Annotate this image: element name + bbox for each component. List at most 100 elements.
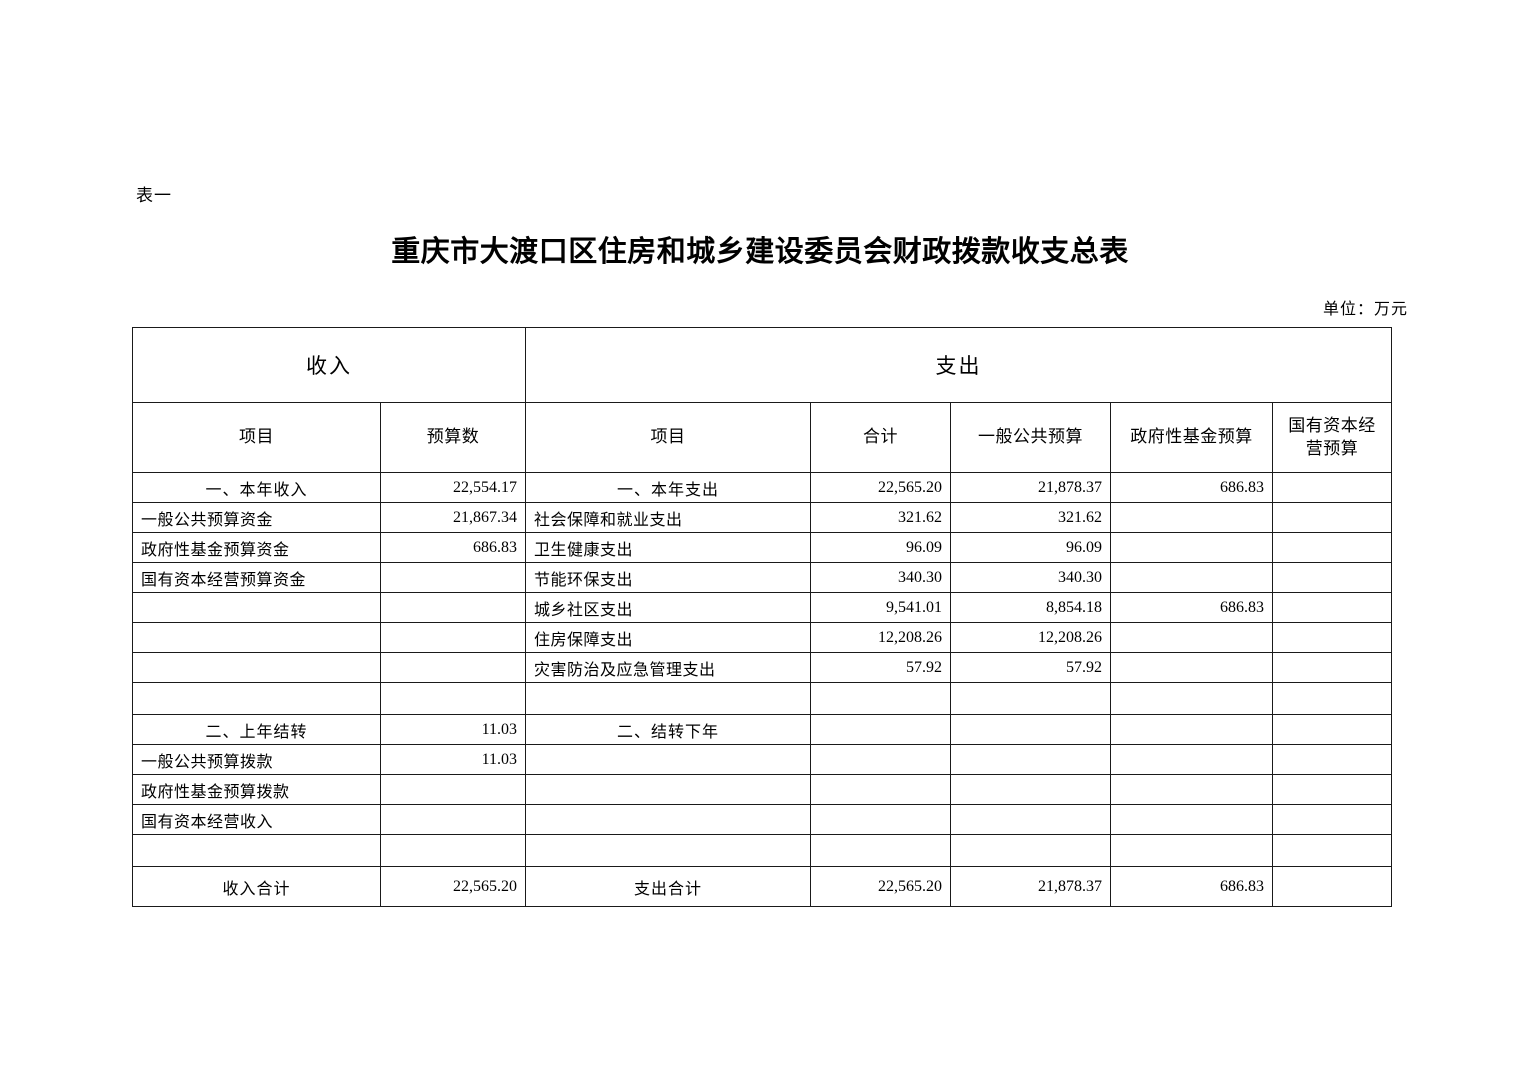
expenditure-item-cell xyxy=(525,682,811,715)
general-public-budget-cell xyxy=(950,804,1111,835)
government-fund-budget-cell xyxy=(1110,774,1273,805)
government-fund-budget-cell xyxy=(1110,682,1273,715)
soe-capital-budget-cell xyxy=(1271,562,1393,593)
soe-capital-budget-cell xyxy=(1271,682,1393,715)
expenditure-item-cell: 灾害防治及应急管理支出 xyxy=(525,652,811,683)
header-general-public-budget: 一般公共预算 xyxy=(950,402,1111,473)
expenditure-item-cell: 卫生健康支出 xyxy=(525,532,811,563)
government-fund-budget-cell xyxy=(1110,532,1273,563)
fiscal-appropriation-table: 收入 支出 项目 预算数 项目 合计 一般公共预算 政府性基金预算 国有资本经营… xyxy=(132,327,1393,907)
expenditure-total-cell xyxy=(810,804,951,835)
income-value-cell xyxy=(380,562,526,593)
general-public-budget-cell: 321.62 xyxy=(950,502,1111,533)
income-value-cell xyxy=(380,774,526,805)
income-item-cell: 一、本年收入 xyxy=(132,472,381,503)
income-item-cell xyxy=(132,652,381,683)
header-expenditure-total: 合计 xyxy=(810,402,951,473)
expenditure-total-cell xyxy=(810,774,951,805)
income-item-cell xyxy=(132,622,381,653)
government-fund-budget-cell xyxy=(1110,622,1273,653)
page-title: 重庆市大渡口区住房和城乡建设委员会财政拨款收支总表 xyxy=(391,236,1129,268)
table-row: 二、上年结转 11.03 二、结转下年 xyxy=(132,714,1393,745)
table-row: 城乡社区支出 9,541.01 8,854.18 686.83 xyxy=(132,592,1393,623)
income-item-cell: 国有资本经营收入 xyxy=(132,804,381,835)
government-fund-budget-cell: 686.83 xyxy=(1110,866,1273,907)
general-public-budget-cell: 21,878.37 xyxy=(950,866,1111,907)
general-public-budget-cell xyxy=(950,714,1111,745)
expenditure-total-cell: 22,565.20 xyxy=(810,866,951,907)
income-value-cell xyxy=(380,652,526,683)
column-header-row: 项目 预算数 项目 合计 一般公共预算 政府性基金预算 国有资本经营预算 xyxy=(132,402,1393,473)
header-soe-capital-budget: 国有资本经营预算 xyxy=(1271,402,1393,473)
income-value-cell xyxy=(380,804,526,835)
unit-note: 单位：万元 xyxy=(1322,301,1408,318)
general-public-budget-cell xyxy=(950,744,1111,775)
expenditure-total-cell xyxy=(810,682,951,715)
expenditure-total-cell xyxy=(810,834,951,867)
header-expenditure-item: 项目 xyxy=(525,402,811,473)
expenditure-total-cell: 321.62 xyxy=(810,502,951,533)
soe-capital-budget-cell xyxy=(1271,714,1393,745)
income-value-cell: 22,554.17 xyxy=(380,472,526,503)
income-item-cell: 政府性基金预算拨款 xyxy=(132,774,381,805)
income-item-cell xyxy=(132,682,381,715)
income-value-cell xyxy=(380,834,526,867)
income-value-cell: 11.03 xyxy=(380,714,526,745)
general-public-budget-cell xyxy=(950,774,1111,805)
general-public-budget-cell: 340.30 xyxy=(950,562,1111,593)
income-value-cell: 11.03 xyxy=(380,744,526,775)
income-item-cell: 政府性基金预算资金 xyxy=(132,532,381,563)
income-value-cell: 686.83 xyxy=(380,532,526,563)
income-value-cell xyxy=(380,592,526,623)
soe-capital-budget-cell xyxy=(1271,502,1393,533)
budget-table-container: 收入 支出 项目 预算数 项目 合计 一般公共预算 政府性基金预算 国有资本经营… xyxy=(132,327,1393,907)
income-value-cell xyxy=(380,682,526,715)
expenditure-total-cell: 96.09 xyxy=(810,532,951,563)
expenditure-total-cell: 22,565.20 xyxy=(810,472,951,503)
expenditure-total-cell: 57.92 xyxy=(810,652,951,683)
table-row: 国有资本经营预算资金 节能环保支出 340.30 340.30 xyxy=(132,562,1393,593)
income-item-cell: 二、上年结转 xyxy=(132,714,381,745)
government-fund-budget-cell xyxy=(1110,502,1273,533)
government-fund-budget-cell xyxy=(1110,714,1273,745)
expenditure-total-cell xyxy=(810,744,951,775)
soe-capital-budget-cell xyxy=(1271,804,1393,835)
table-row xyxy=(132,682,1393,715)
section-header-row: 收入 支出 xyxy=(132,327,1393,403)
soe-capital-budget-cell xyxy=(1271,774,1393,805)
expenditure-item-cell: 住房保障支出 xyxy=(525,622,811,653)
expenditure-item-cell xyxy=(525,804,811,835)
expenditure-item-cell xyxy=(525,834,811,867)
table-row: 国有资本经营收入 xyxy=(132,804,1393,835)
government-fund-budget-cell: 686.83 xyxy=(1110,472,1273,503)
expenditure-item-cell: 社会保障和就业支出 xyxy=(525,502,811,533)
header-government-fund-budget: 政府性基金预算 xyxy=(1110,402,1273,473)
header-income-item: 项目 xyxy=(132,402,381,473)
general-public-budget-cell: 8,854.18 xyxy=(950,592,1111,623)
expenditure-item-cell: 二、结转下年 xyxy=(525,714,811,745)
sheet-label: 表一 xyxy=(136,186,172,205)
income-value-cell: 22,565.20 xyxy=(380,866,526,907)
table-row: 住房保障支出 12,208.26 12,208.26 xyxy=(132,622,1393,653)
expenditure-item-cell: 一、本年支出 xyxy=(525,472,811,503)
expenditure-total-cell xyxy=(810,714,951,745)
soe-capital-budget-cell xyxy=(1271,834,1393,867)
soe-capital-budget-cell xyxy=(1271,652,1393,683)
income-section-header: 收入 xyxy=(132,327,526,403)
table-row xyxy=(132,834,1393,867)
government-fund-budget-cell: 686.83 xyxy=(1110,592,1273,623)
soe-capital-budget-cell xyxy=(1271,532,1393,563)
general-public-budget-cell: 57.92 xyxy=(950,652,1111,683)
income-item-cell: 一般公共预算拨款 xyxy=(132,744,381,775)
table-row: 一、本年收入 22,554.17 一、本年支出 22,565.20 21,878.37 6… xyxy=(132,472,1393,503)
expenditure-item-cell xyxy=(525,774,811,805)
table-row: 一般公共预算资金 21,867.34 社会保障和就业支出 321.62 321.62 xyxy=(132,502,1393,533)
income-item-cell: 一般公共预算资金 xyxy=(132,502,381,533)
header-income-budget: 预算数 xyxy=(380,402,526,473)
table-row: 政府性基金预算拨款 xyxy=(132,774,1393,805)
government-fund-budget-cell xyxy=(1110,804,1273,835)
expenditure-item-cell: 支出合计 xyxy=(525,866,811,907)
soe-capital-budget-cell xyxy=(1271,592,1393,623)
general-public-budget-cell xyxy=(950,682,1111,715)
